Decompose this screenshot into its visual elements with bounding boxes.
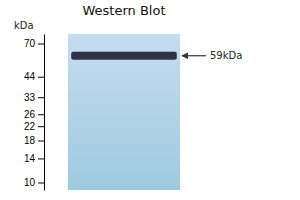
tick-mark [38,126,44,127]
arrow [182,55,206,56]
tick-mark [38,97,44,98]
tick-mark [38,77,44,78]
tick-label: 10 [24,177,36,188]
tick-label: 22 [24,121,36,132]
tick-mark [38,141,44,142]
tick-label: 14 [24,153,36,164]
tick: 70 [24,38,44,49]
data-label: 59kDa [210,50,242,61]
title: Western Blot [82,3,165,18]
chart-svg: 10 14 18 2226 33 44 70 59kDa kDa Western Blot [0,0,300,200]
tick-label: 33 [24,92,36,103]
annotations: 59kDa [182,50,242,61]
tick-label: 70 [24,38,36,49]
tick-label: 26 [24,109,36,120]
y-axis: 10 14 18 2226 33 44 70 [24,35,45,191]
marks [68,34,180,190]
band [71,52,177,60]
tick: 26 [24,109,44,120]
tick: 18 [24,135,44,146]
axis-line [44,35,45,191]
tick-label: 18 [24,135,36,146]
tick: 22 [24,121,44,132]
tick-mark [38,114,44,115]
gel-lane [68,34,180,190]
axis-title: kDa [14,20,34,31]
tick: 33 [24,92,44,103]
tick-mark [38,44,44,45]
plot-area: 10 14 18 2226 33 44 70 59kDa [24,34,242,191]
tick: 44 [24,71,44,82]
tick-mark [38,158,44,159]
tick: 10 [24,177,44,188]
tick-label: 44 [24,71,36,82]
tick-mark [38,182,44,183]
tick: 14 [24,153,44,164]
